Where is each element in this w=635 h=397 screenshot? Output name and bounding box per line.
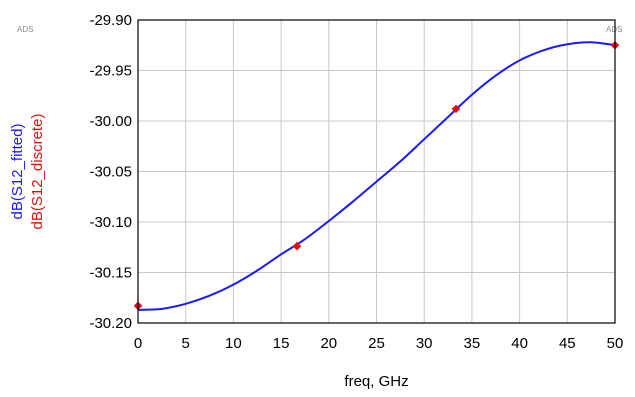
x-tick-label: 35 (464, 335, 481, 352)
discrete-point (451, 104, 461, 114)
y-tick-label: -30.10 (89, 214, 132, 231)
y-tick-label: -30.05 (89, 164, 132, 181)
x-tick-label: 0 (134, 335, 142, 352)
y-tick-labels: -29.90 -29.95 -30.00 -30.05 -30.10 -30.15 -30.… (89, 12, 132, 332)
y-tick-label: -30.00 (89, 113, 132, 130)
y-tick-label: -30.15 (89, 265, 132, 282)
x-tick-labels: 0 5 10 15 20 25 30 35 40 45 50 (134, 335, 624, 352)
x-tick-label: 15 (273, 335, 290, 352)
y-tick-label: -30.20 (89, 315, 132, 332)
x-tick-label: 30 (416, 335, 433, 352)
x-tick-label: 50 (607, 335, 624, 352)
y-axis-label-1: dB(S12_fitted) (9, 124, 26, 220)
plot-frame (137, 19, 616, 324)
y-axis-labels: dB(S12_fitted) dB(S12_discrete) (9, 114, 46, 230)
y-tick-label: -29.95 (89, 63, 132, 80)
x-axis-label: freq, GHz (344, 373, 408, 390)
watermark-right: ADS (606, 25, 622, 34)
x-tick-label: 20 (320, 335, 337, 352)
x-tick-label: 45 (559, 335, 576, 352)
x-tick-label: 10 (225, 335, 242, 352)
series-line-fitted (137, 41, 616, 311)
x-tick-label: 40 (511, 335, 528, 352)
y-tick-label: -29.90 (89, 12, 132, 29)
x-tick-label: 25 (368, 335, 385, 352)
discrete-point (292, 241, 302, 251)
grid-lines (137, 19, 616, 324)
watermark-left: ADS (17, 25, 33, 34)
y-axis-label-2: dB(S12_discrete) (29, 114, 46, 230)
series-layer (133, 40, 620, 311)
x-tick-label: 5 (182, 335, 190, 352)
